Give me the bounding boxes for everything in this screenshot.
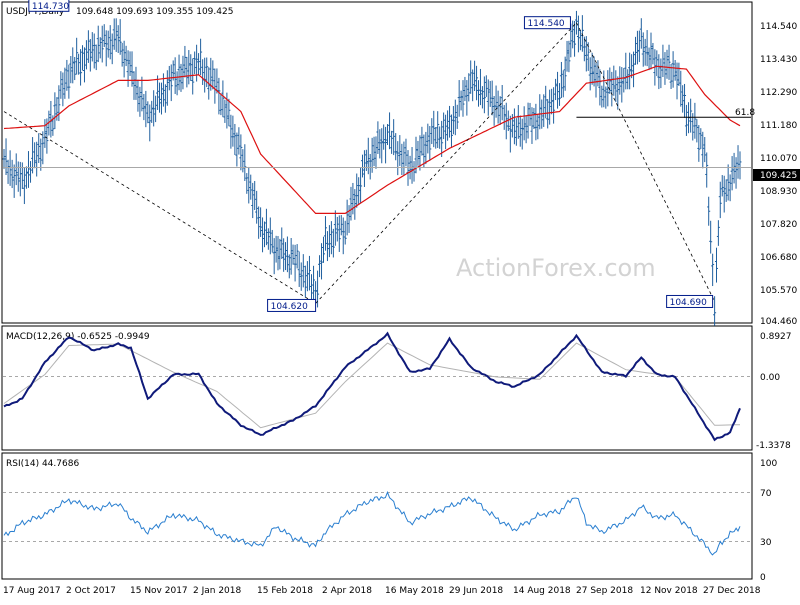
x-tick-label: 12 Nov 2018 xyxy=(640,586,698,596)
current-price-flag xyxy=(753,169,800,181)
rsi-line xyxy=(3,490,741,556)
price-y-tick: 108.930 xyxy=(760,187,797,197)
macd-line xyxy=(3,331,741,442)
trendline xyxy=(3,111,316,304)
x-tick-label: 2 Jan 2018 xyxy=(193,586,241,596)
price-y-tick: 112.290 xyxy=(760,88,797,98)
level-label-box xyxy=(267,298,317,312)
price-y-tick: 104.460 xyxy=(760,317,797,327)
level-label: 114.730 xyxy=(32,2,69,12)
x-axis: 17 Aug 2017 2 Oct 2017 15 Nov 2017 2 Jan… xyxy=(3,586,761,596)
macd-title: MACD(12,26,9) -0.6525 -0.9949 xyxy=(6,332,150,342)
level-label-box xyxy=(523,16,571,30)
price-panel-frame xyxy=(1,1,753,324)
level-label-box xyxy=(28,0,70,12)
price-y-tick: 113.430 xyxy=(760,55,797,65)
rsi-panel-frame xyxy=(1,452,753,580)
rsi-plot xyxy=(3,490,741,556)
x-tick-label: 29 Jun 2018 xyxy=(449,586,503,596)
macd-y-tick: 0.00 xyxy=(760,373,780,383)
trendline xyxy=(315,22,577,304)
x-tick-label: 2 Oct 2017 xyxy=(66,586,116,596)
price-plot xyxy=(2,10,751,326)
macd-y-tick: -1.3378 xyxy=(756,441,791,451)
price-ohlc: 109.648 109.693 109.355 109.425 xyxy=(76,7,233,17)
level-label: 104.690 xyxy=(670,298,707,308)
rsi-y-tick: 70 xyxy=(760,489,772,499)
price-y-tick: 106.680 xyxy=(760,253,797,263)
x-tick-label: 16 May 2018 xyxy=(385,586,444,596)
price-y-tick: 114.540 xyxy=(760,22,797,32)
macd-y-axis: 0.8927 0.00 -1.3378 xyxy=(756,332,792,451)
price-y-tick: 105.570 xyxy=(760,286,797,296)
x-tick-label: 15 Nov 2017 xyxy=(130,586,188,596)
macd-y-tick: 0.8927 xyxy=(760,332,792,342)
current-price-label: 109.425 xyxy=(760,171,797,181)
price-y-tick: 111.180 xyxy=(760,121,797,131)
rsi-y-tick: 100 xyxy=(760,459,777,469)
x-tick-label: 15 Feb 2018 xyxy=(257,586,313,596)
rsi-y-tick: 30 xyxy=(760,538,772,548)
fib-618-label: 61.8 xyxy=(735,108,755,118)
level-label: 114.540 xyxy=(527,19,564,29)
watermark: ActionForex.com xyxy=(456,254,656,282)
x-tick-label: 17 Aug 2017 xyxy=(3,586,61,596)
x-tick-label: 14 Aug 2018 xyxy=(513,586,571,596)
x-tick-label: 27 Dec 2018 xyxy=(703,586,761,596)
rsi-title: RSI(14) 44.7686 xyxy=(6,459,79,469)
moving-average-line xyxy=(3,65,741,214)
x-tick-label: 2 Apr 2018 xyxy=(322,586,372,596)
macd-signal-line xyxy=(3,342,740,429)
price-y-tick: 110.070 xyxy=(760,154,797,164)
macd-plot xyxy=(3,331,741,442)
rsi-y-axis: 100 70 30 0 xyxy=(760,459,777,583)
price-title: USDJPY,Daily xyxy=(6,7,65,17)
x-tick-label: 27 Sep 2018 xyxy=(576,586,633,596)
price-y-axis: 114.540 113.430 112.290 111.180 110.070 … xyxy=(760,22,797,327)
annotations: 114.730 104.620 114.540 104.690 61.8 xyxy=(28,0,755,312)
rsi-y-tick: 0 xyxy=(760,573,766,583)
trendline xyxy=(576,22,715,302)
macd-panel-frame xyxy=(1,325,753,451)
level-label: 104.620 xyxy=(271,302,308,312)
level-label-box xyxy=(666,294,714,308)
price-y-tick: 107.820 xyxy=(760,220,797,230)
